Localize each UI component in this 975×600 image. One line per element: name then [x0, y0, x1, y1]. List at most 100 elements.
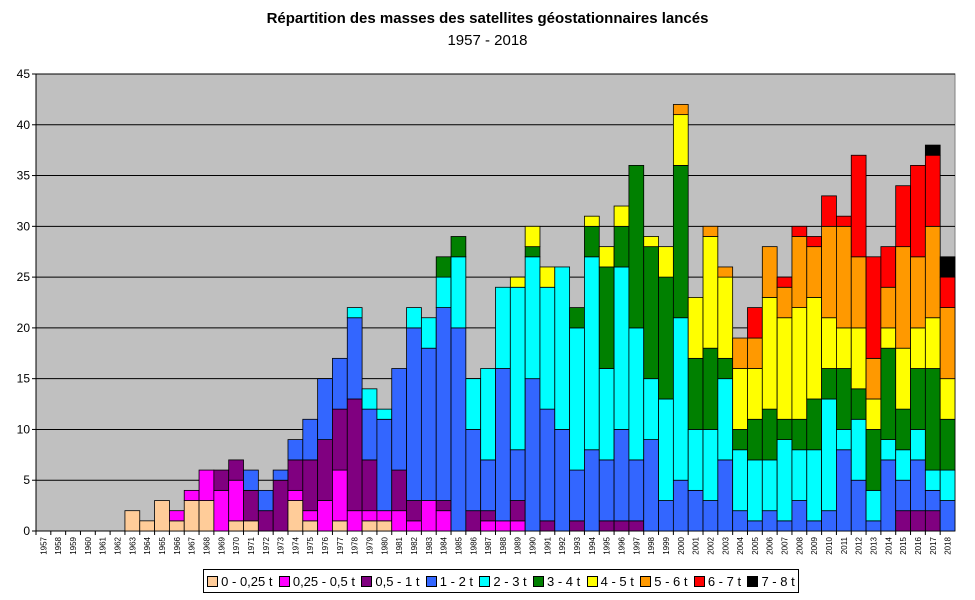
bar-segment: [598, 368, 615, 461]
bar-segment: [924, 469, 941, 491]
bar-segment: [702, 225, 719, 237]
bar-segment: [821, 510, 837, 532]
bar-segment: [865, 357, 882, 400]
bar-segment: [554, 429, 571, 532]
bar-segment: [643, 236, 659, 248]
x-tick-label: 1984: [440, 536, 449, 554]
bar-segment: [213, 489, 230, 532]
bar-segment: [687, 297, 704, 359]
bar-segment: [139, 520, 155, 532]
bar-segment: [702, 429, 719, 501]
bar-segment: [272, 469, 289, 481]
x-tick-label: 1968: [202, 536, 211, 554]
x-tick-label: 1963: [128, 536, 137, 554]
bar-segment: [569, 327, 585, 471]
x-tick-label: 2002: [706, 536, 715, 554]
y-tick-label: 25: [17, 270, 31, 284]
bar-segment: [939, 276, 956, 308]
bar-segment: [613, 429, 630, 522]
x-tick-label: 2006: [766, 536, 775, 554]
x-tick-label: 1980: [380, 536, 389, 554]
x-tick-label: 1969: [217, 536, 226, 554]
y-tick-label: 45: [17, 67, 31, 81]
bar-segment: [302, 459, 319, 512]
bar-segment: [495, 368, 511, 522]
bar-segment: [895, 449, 911, 481]
chart-legend: 0 - 0,25 t 0,25 - 0,5 t 0,5 - 1 t 1 - 2 t 2 …: [203, 569, 799, 593]
legend-label: 4 - 5 t: [600, 573, 634, 589]
bar-segment: [361, 510, 378, 522]
bar-segment: [776, 276, 793, 288]
x-tick-label: 2017: [929, 536, 938, 554]
bar-segment: [880, 327, 897, 349]
x-tick-label: 2010: [825, 536, 834, 554]
bar-segment: [257, 510, 274, 532]
bar-segment: [747, 520, 763, 532]
bar-segment: [243, 469, 259, 491]
x-tick-label: 1991: [543, 536, 552, 554]
y-tick-label: 5: [23, 473, 30, 487]
bar-segment: [465, 378, 482, 430]
bar-segment: [539, 286, 556, 410]
bar-segment: [939, 500, 956, 532]
x-tick-label: 2013: [869, 536, 878, 554]
legend-item: 5 - 6 t: [640, 574, 687, 589]
bar-segment: [435, 510, 452, 532]
bar-segment: [895, 408, 911, 451]
bar-segment: [717, 459, 734, 532]
y-tick-label: 40: [17, 118, 31, 132]
bar-segment: [302, 520, 319, 532]
bar-segment: [257, 489, 274, 512]
bar-segment: [658, 246, 674, 278]
bar-segment: [924, 368, 941, 471]
bar-segment: [821, 398, 837, 512]
bar-segment: [228, 520, 244, 532]
x-tick-label: 1975: [306, 536, 315, 554]
x-tick-label: 1967: [188, 536, 197, 554]
bar-segment: [509, 520, 526, 532]
bar-segment: [450, 327, 467, 532]
bar-segment: [598, 520, 615, 532]
bar-segment: [836, 327, 852, 369]
bar-segment: [554, 266, 571, 430]
bar-segment: [317, 378, 333, 440]
y-tick-label: 30: [17, 219, 31, 233]
bar-segment: [569, 307, 585, 329]
bar-segment: [613, 520, 630, 532]
bar-segment: [776, 439, 793, 522]
bar-segment: [761, 459, 778, 512]
bar-segment: [880, 286, 897, 329]
bar-segment: [272, 479, 289, 532]
bar-segment: [880, 459, 897, 532]
bar-segment: [821, 195, 837, 227]
bar-segment: [480, 459, 496, 512]
chart-title: Répartition des masses des satellites gé…: [266, 10, 709, 27]
bar-segment: [910, 256, 926, 329]
bar-segment: [776, 520, 793, 532]
legend-label: 5 - 6 t: [654, 573, 688, 589]
x-tick-label: 2011: [840, 536, 849, 554]
bar-segment: [584, 215, 600, 227]
bar-segment: [895, 510, 911, 532]
bar-segment: [702, 500, 719, 532]
bar-segment: [761, 510, 778, 532]
x-tick-label: 2014: [884, 536, 893, 554]
bar-segment: [435, 500, 452, 512]
bar-segment: [672, 479, 689, 532]
bar-segment: [791, 500, 808, 532]
x-tick-label: 2009: [810, 536, 819, 554]
bar-segment: [183, 500, 200, 532]
bar-segment: [361, 388, 378, 410]
bar-segment: [376, 418, 393, 512]
bar-segment: [880, 246, 897, 288]
legend-swatch: [361, 575, 373, 587]
bar-segment: [584, 256, 600, 451]
bar-segment: [732, 337, 748, 369]
bar-segment: [598, 246, 615, 268]
bar-segment: [287, 439, 304, 461]
bar-segment: [317, 439, 333, 501]
bar-segment: [435, 256, 452, 278]
bar-segment: [924, 489, 941, 512]
legend-swatch: [425, 575, 437, 587]
bar-segment: [243, 520, 259, 532]
